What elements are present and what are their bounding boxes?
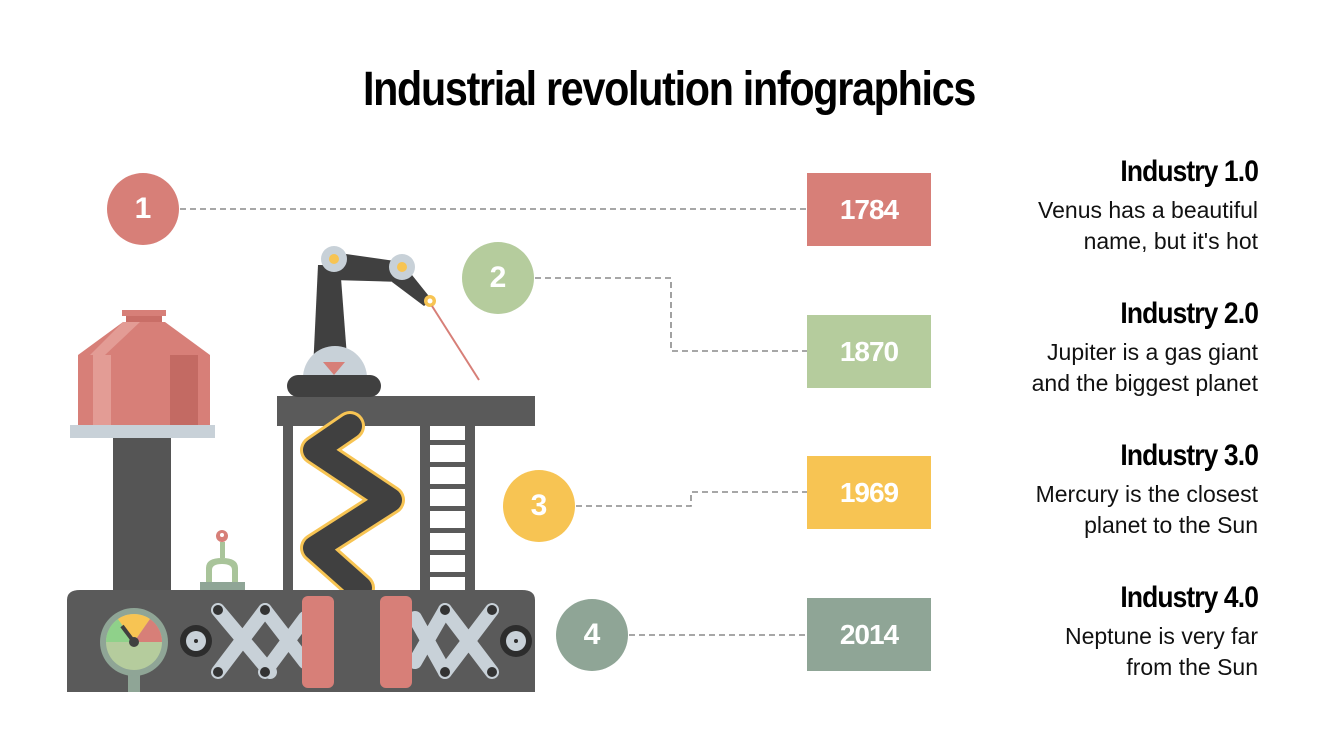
connector-2 <box>535 277 807 352</box>
industry-block-2: Industry 2.0 Jupiter is a gas giant and t… <box>928 297 1259 399</box>
step-number: 1 <box>134 192 152 225</box>
step-circle-1: 1 <box>107 173 179 245</box>
year-label: 1870 <box>839 335 899 367</box>
step-number: 4 <box>583 618 601 651</box>
page-title: Industrial revolution infographics <box>362 63 976 116</box>
year-box-2: 1870 <box>807 315 931 388</box>
lever-icon <box>200 530 245 590</box>
step-number: 3 <box>530 489 548 522</box>
machine-base <box>67 590 535 692</box>
industry-block-4: Industry 4.0 Neptune is very far from the… <box>928 581 1259 683</box>
industry-heading: Industry 2.0 <box>1120 297 1259 330</box>
step-circle-2: 2 <box>462 242 534 314</box>
industry-desc-line1: Neptune is very far <box>1064 623 1258 649</box>
year-box-4: 2014 <box>807 598 931 671</box>
industry-desc-line1: Venus has a beautiful <box>1038 197 1258 223</box>
industry-block-3: Industry 3.0 Mercury is the closest plane… <box>928 439 1259 541</box>
industry-heading: Industry 1.0 <box>1120 155 1259 188</box>
industry-desc-line1: Jupiter is a gas giant <box>1047 339 1258 365</box>
industry-block-1: Industry 1.0 Venus has a beautiful name, … <box>928 155 1259 257</box>
year-label: 2014 <box>839 618 899 650</box>
industry-desc-line2: and the biggest planet <box>1031 370 1258 396</box>
year-box-3: 1969 <box>807 456 931 529</box>
industry-desc-line2: from the Sun <box>1126 654 1258 680</box>
year-box-1: 1784 <box>807 173 931 246</box>
industry-heading: Industry 4.0 <box>1120 581 1259 614</box>
industry-heading: Industry 3.0 <box>1120 439 1259 472</box>
robot-arm-icon <box>287 246 480 397</box>
frame-structure <box>277 396 535 603</box>
industry-desc-line2: name, but it's hot <box>1083 228 1258 254</box>
step-circle-3: 3 <box>503 470 575 542</box>
step-number: 2 <box>489 261 507 294</box>
industry-desc-line1: Mercury is the closest <box>1035 481 1258 507</box>
industry-desc-line2: planet to the Sun <box>1084 512 1258 538</box>
connector-3 <box>576 491 807 507</box>
year-label: 1784 <box>839 193 899 225</box>
year-label: 1969 <box>839 476 899 508</box>
silo-icon <box>70 310 215 590</box>
step-circle-4: 4 <box>556 599 628 671</box>
